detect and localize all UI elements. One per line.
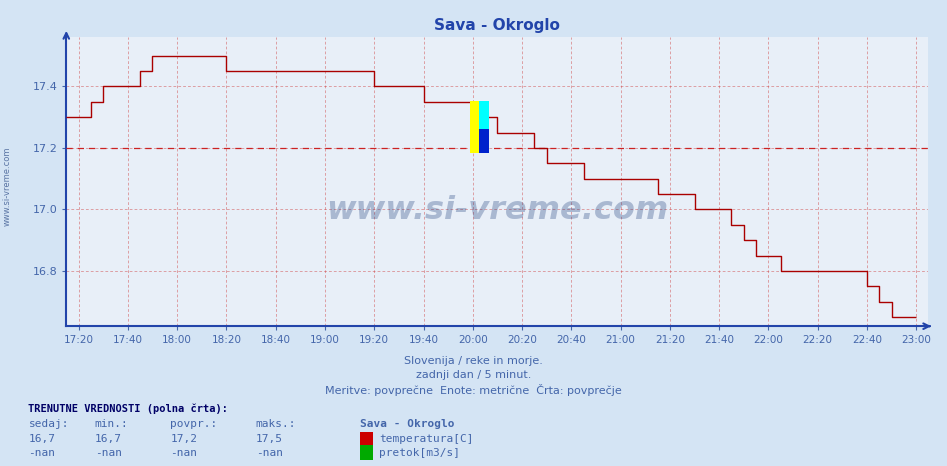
Text: Slovenija / reke in morje.: Slovenija / reke in morje. [404, 356, 543, 366]
Text: 16,7: 16,7 [28, 434, 56, 444]
Text: www.si-vreme.com: www.si-vreme.com [3, 147, 12, 226]
Bar [479, 101, 489, 130]
Text: temperatura[C]: temperatura[C] [379, 434, 474, 444]
Text: sedaj:: sedaj: [28, 419, 69, 429]
Title: Sava - Okroglo: Sava - Okroglo [435, 18, 560, 34]
Text: Meritve: povprečne  Enote: metrične  Črta: povprečje: Meritve: povprečne Enote: metrične Črta:… [325, 384, 622, 397]
Text: -nan: -nan [95, 448, 122, 458]
Text: povpr.:: povpr.: [170, 419, 218, 429]
Bar [479, 130, 489, 153]
Text: zadnji dan / 5 minut.: zadnji dan / 5 minut. [416, 370, 531, 380]
Text: Sava - Okroglo: Sava - Okroglo [360, 419, 455, 429]
Text: TRENUTNE VREDNOSTI (polna črta):: TRENUTNE VREDNOSTI (polna črta): [28, 403, 228, 414]
Text: www.si-vreme.com: www.si-vreme.com [326, 195, 669, 226]
Text: -nan: -nan [28, 448, 56, 458]
Text: -nan: -nan [170, 448, 198, 458]
Text: maks.:: maks.: [256, 419, 296, 429]
Text: 17,5: 17,5 [256, 434, 283, 444]
Text: pretok[m3/s]: pretok[m3/s] [379, 448, 460, 458]
Text: 17,2: 17,2 [170, 434, 198, 444]
Text: -nan: -nan [256, 448, 283, 458]
Text: min.:: min.: [95, 419, 129, 429]
Text: 16,7: 16,7 [95, 434, 122, 444]
Bar [470, 101, 479, 153]
